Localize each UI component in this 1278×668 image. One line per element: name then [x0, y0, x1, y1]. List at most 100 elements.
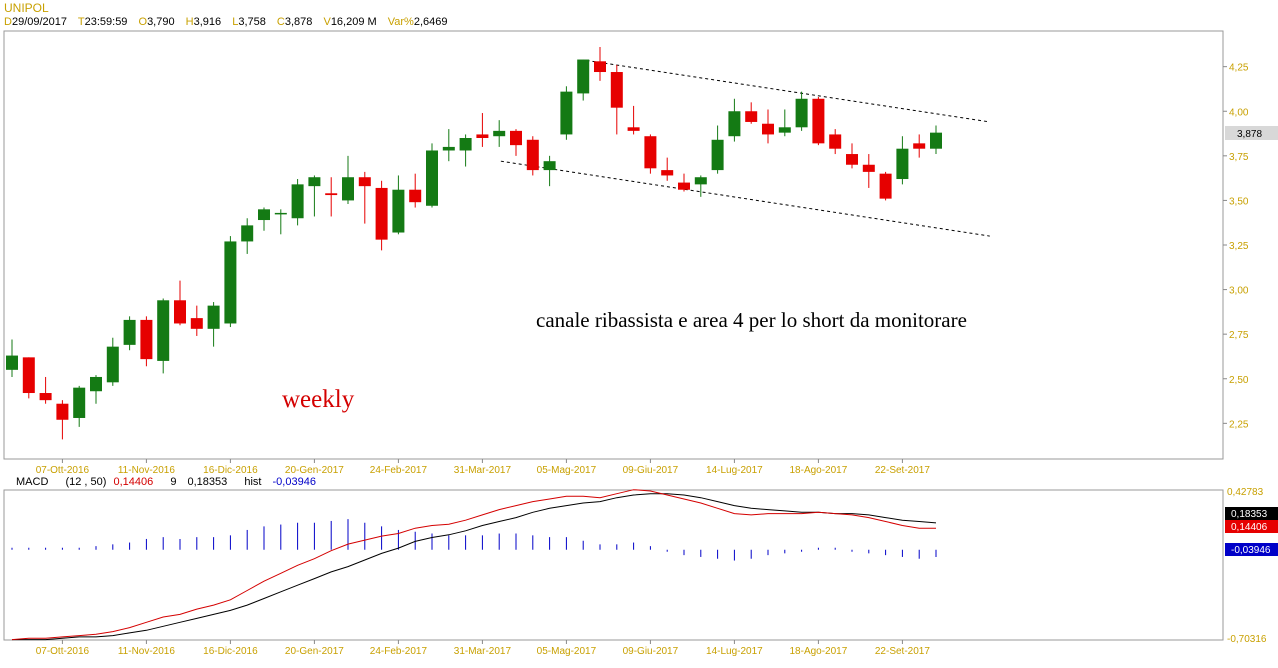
candle-body — [90, 376, 102, 392]
high-label: H — [185, 16, 194, 28]
hist-value-box-label: -0,03946 — [1231, 545, 1271, 556]
macd-line — [11, 489, 936, 641]
macd-x-tick-label: 22-Set-2017 — [875, 646, 930, 657]
candle-body — [140, 319, 153, 360]
candle-body — [913, 143, 926, 149]
price-y-tick-label: 2,25 — [1229, 419, 1249, 430]
candle-body — [795, 98, 808, 128]
macd-value-box-label: 0,14406 — [1231, 522, 1268, 533]
signal-value-box-label: 0,18353 — [1231, 509, 1268, 520]
price-x-tick-label: 05-Mag-2017 — [537, 465, 597, 476]
macd-x-tick-label: 16-Dic-2016 — [203, 646, 258, 657]
candle-body — [106, 346, 119, 383]
hist-value-box — [1225, 543, 1278, 556]
candle-body — [442, 146, 455, 151]
low-label: L — [232, 16, 239, 28]
candle-body — [308, 177, 321, 187]
volume-label: V — [323, 16, 331, 28]
macd-x-tick-label: 14-Lug-2017 — [706, 646, 763, 657]
signal-period: 9 — [170, 476, 177, 488]
candle-body — [745, 111, 758, 122]
close-label: C — [276, 16, 285, 28]
date-value: 29/09/2017 — [11, 16, 68, 28]
candle-body — [930, 132, 942, 149]
hist-value: -0,03946 — [272, 476, 316, 488]
candle-body — [22, 357, 35, 394]
candle-body — [862, 164, 875, 172]
close-value: 3,878 — [284, 16, 313, 28]
macd-x-tick-label: 07-Ott-2016 — [36, 646, 90, 657]
candle-body — [123, 319, 136, 345]
candle-body — [476, 134, 489, 138]
price-x-tick-label: 14-Lug-2017 — [706, 465, 763, 476]
price-x-tick-label: 09-Giu-2017 — [623, 465, 679, 476]
hist-label: hist — [244, 476, 262, 488]
macd-value: 0,14406 — [113, 476, 154, 488]
candle-body — [510, 130, 522, 146]
macd-x-tick-label: 24-Feb-2017 — [370, 646, 428, 657]
weekly-annotation: weekly — [282, 386, 355, 413]
price-y-tick-label: 3,00 — [1229, 286, 1249, 297]
signal-value: 0,18353 — [187, 476, 228, 488]
candle-body — [207, 305, 220, 329]
price-x-tick-label: 22-Set-2017 — [875, 465, 930, 476]
candle-body — [627, 127, 640, 131]
candle-body — [493, 130, 506, 137]
low-value: 3,758 — [238, 16, 266, 28]
price-x-tick-label: 07-Ott-2016 — [36, 465, 90, 476]
candle-body — [358, 177, 371, 187]
signal-line — [12, 493, 937, 641]
candle-body — [6, 355, 18, 370]
macd-x-tick-label: 05-Mag-2017 — [537, 646, 597, 657]
macd-x-tick-label: 09-Giu-2017 — [623, 646, 679, 657]
candle-body — [258, 209, 270, 221]
last-price-box — [1225, 126, 1278, 141]
candle-body — [325, 193, 338, 196]
candle-body — [711, 139, 724, 171]
high-value: 3,916 — [193, 16, 222, 28]
ohlc-header: D29/09/2017 T23:59:59 O3,790 H3,916 L3,7… — [4, 16, 456, 28]
signal-value-box — [1225, 507, 1278, 520]
candle-body — [274, 212, 287, 215]
candle-body — [39, 393, 52, 401]
candle-body — [778, 127, 791, 133]
candle-body — [157, 300, 170, 361]
candle-body — [678, 182, 690, 190]
macd-header: MACD (12 , 50) 0,14406 9 0,18353 hist -0… — [16, 476, 316, 488]
macd-x-tick-label: 20-Gen-2017 — [285, 646, 344, 657]
candle-body — [224, 241, 237, 324]
macd-name: MACD — [16, 476, 49, 488]
macd-x-tick-label: 11-Nov-2016 — [118, 646, 176, 657]
macd-y-max-label: 0,42783 — [1227, 487, 1264, 498]
price-y-tick-label: 3,50 — [1229, 196, 1249, 207]
channel-trendline — [586, 59, 990, 123]
price-y-tick-label: 2,50 — [1229, 375, 1249, 386]
macd-params: (12 , 50) — [65, 476, 107, 488]
open-label: O — [138, 16, 148, 28]
candle-body — [174, 300, 186, 324]
candle-body — [291, 184, 304, 219]
price-y-tick-label: 3,75 — [1229, 152, 1249, 163]
price-x-tick-label: 16-Dic-2016 — [203, 465, 258, 476]
channel-trendline — [500, 160, 990, 237]
price-x-tick-label: 31-Mar-2017 — [454, 465, 512, 476]
candle-body — [392, 189, 405, 233]
candle-body — [762, 123, 774, 135]
candle-body — [526, 139, 539, 171]
price-y-tick-label: 2,75 — [1229, 330, 1249, 341]
macd-value-box — [1225, 520, 1278, 533]
volume-value: 16,209 M — [330, 16, 377, 28]
candle-body — [426, 150, 438, 206]
candle-body — [610, 72, 623, 108]
candle-body — [879, 173, 892, 199]
last-price-label: 3,878 — [1237, 129, 1262, 140]
candle-body — [694, 177, 707, 185]
candle-body — [56, 403, 69, 420]
candle-body — [375, 187, 388, 240]
varpct-label: Var% — [387, 16, 414, 28]
candle-body — [896, 148, 909, 180]
macd-x-tick-label: 31-Mar-2017 — [454, 646, 512, 657]
time-value: 23:59:59 — [84, 16, 128, 28]
candle-body — [577, 59, 590, 94]
macd-panel — [3, 489, 1224, 641]
